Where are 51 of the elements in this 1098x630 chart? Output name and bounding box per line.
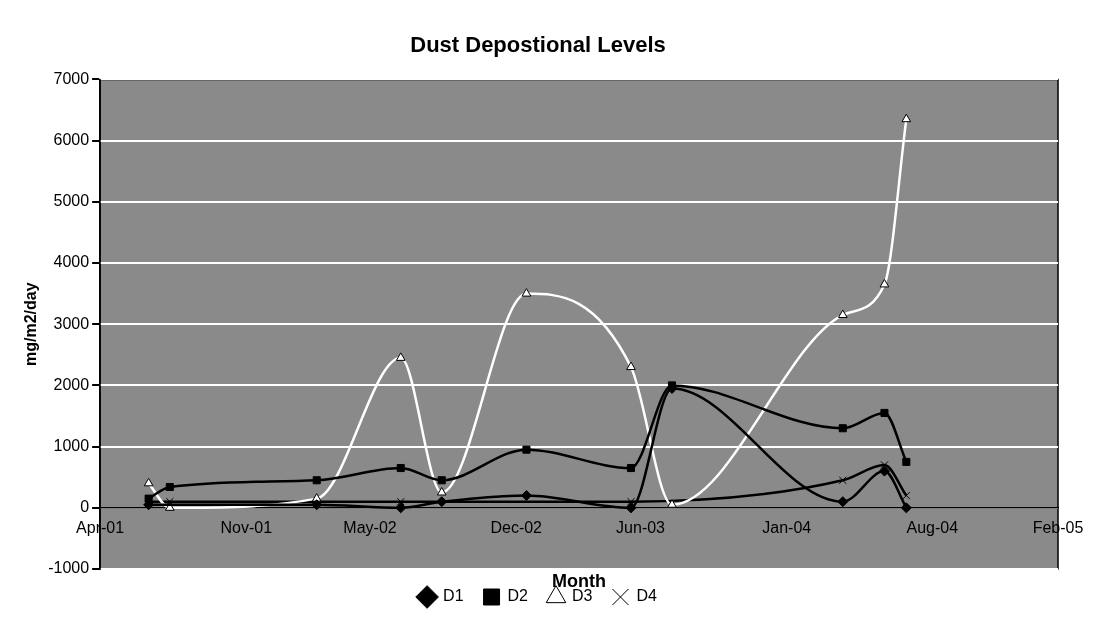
point	[880, 408, 889, 417]
point	[522, 445, 531, 454]
point	[880, 460, 889, 469]
point	[667, 499, 677, 508]
x-tick-label: Aug-04	[906, 518, 959, 536]
point	[626, 361, 636, 371]
y-tick-label: 5000	[53, 192, 90, 210]
point	[837, 496, 849, 508]
point	[165, 482, 174, 492]
y-tick-label: 1000	[53, 437, 90, 455]
legend-label: D4	[636, 587, 658, 605]
point	[436, 487, 447, 496]
y-tick-label: 6000	[53, 131, 90, 149]
point	[902, 457, 911, 466]
x-tick-label: Apr-01	[76, 518, 125, 536]
x-tick-label: Nov-01	[220, 518, 273, 536]
legend-label: D3	[572, 587, 593, 605]
x-tick-label: Dec-02	[490, 518, 543, 536]
point	[901, 113, 912, 123]
point	[312, 476, 321, 485]
point	[900, 502, 912, 514]
y-tick-label: 0	[80, 498, 90, 516]
point	[395, 352, 406, 361]
legend-label: D1	[443, 587, 464, 605]
y-tick-label: 3000	[53, 314, 90, 332]
point	[437, 476, 446, 485]
point	[521, 288, 532, 297]
x-tick-label: Feb-05	[1032, 518, 1084, 536]
point	[838, 424, 847, 433]
x-tick-label: Jan-04	[762, 518, 812, 536]
point	[143, 477, 154, 487]
point	[902, 491, 911, 500]
point	[395, 502, 407, 514]
point	[838, 476, 847, 485]
y-tick-label: 4000	[53, 253, 90, 271]
point	[878, 465, 890, 477]
x-tick-label: May-02	[343, 518, 397, 536]
point	[625, 502, 637, 514]
y-tick-label: 7000	[53, 69, 90, 87]
point	[396, 463, 405, 473]
point	[879, 278, 890, 288]
legend-label: D2	[507, 587, 529, 605]
y-axis-title: mg/m2/day	[22, 282, 40, 366]
point	[837, 309, 848, 319]
point	[626, 497, 636, 506]
y-tick-label: -1000	[48, 559, 90, 577]
point	[396, 497, 405, 506]
chart-title: Dust Depostional Levels	[410, 32, 666, 58]
point	[626, 463, 636, 473]
x-tick-label: Jun-03	[616, 518, 666, 536]
y-tick-label: 2000	[53, 375, 90, 393]
